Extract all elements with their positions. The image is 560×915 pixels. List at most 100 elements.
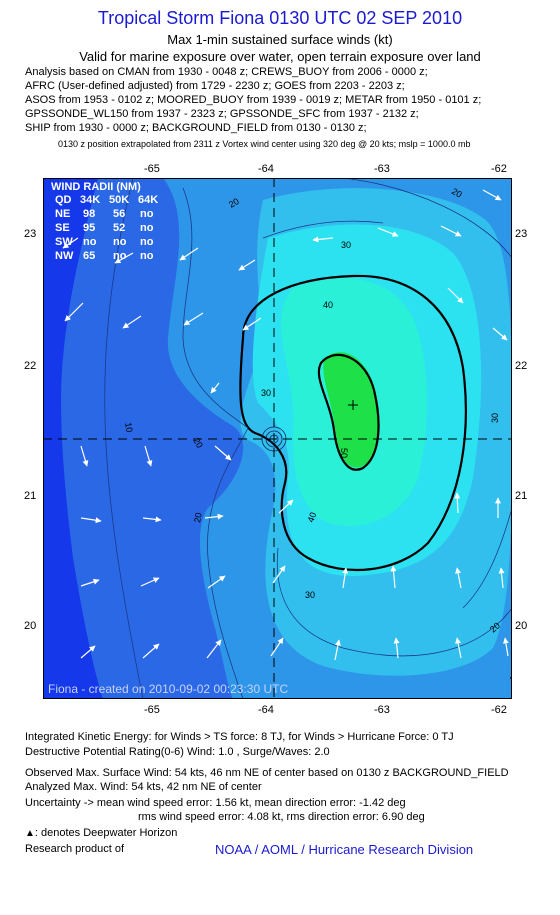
isotach-50kt <box>317 353 380 471</box>
contour-label: 30 <box>305 590 315 600</box>
wind-vector <box>502 637 509 657</box>
radii-header-34k: 34K <box>80 194 100 206</box>
map-subtitle: Max 1-min sustained surface winds (kt) <box>167 32 393 47</box>
lat-tick-left: 22 <box>24 360 37 372</box>
uncertainty-line-2: rms wind speed error: 4.08 kt, rms direc… <box>138 811 425 823</box>
wind-vector <box>390 565 397 589</box>
contour-label: 20 <box>192 512 204 524</box>
lat-tick-right: 23 <box>515 228 528 240</box>
wind-vector <box>342 567 349 589</box>
wind-vector <box>393 637 400 659</box>
radii-cell: 56 <box>113 208 125 220</box>
radii-cell: 65 <box>83 250 95 262</box>
wind-vector <box>142 643 160 659</box>
wind-vector <box>455 637 462 659</box>
map-footer-credit: Fiona - created on 2010-09-02 00:23:30 U… <box>48 682 288 696</box>
isotach-line <box>104 178 144 699</box>
lat-tick-right: 20 <box>515 620 528 632</box>
center-ring <box>265 430 283 448</box>
wind-vector <box>80 517 102 524</box>
analysis-line: AFRC (User-defined adjusted) from 1729 -… <box>25 80 405 92</box>
wind-vector <box>122 315 142 329</box>
radii-cell: 95 <box>83 222 95 234</box>
radii-cell: no <box>83 236 97 248</box>
wind-vector <box>492 327 508 341</box>
radii-cell: 52 <box>113 222 125 234</box>
contour-label: 20 <box>227 196 241 210</box>
analysis-line: SHIP from 1930 - 0000 z; BACKGROUND_FIEL… <box>25 122 367 134</box>
wind-vector <box>440 225 462 237</box>
radii-cell: no <box>113 250 127 262</box>
lat-tick-left: 20 <box>24 620 37 632</box>
radii-cell: no <box>140 236 154 248</box>
wind-vector <box>242 317 262 331</box>
contour-label: 20 <box>508 670 512 684</box>
wind-vector <box>454 492 461 514</box>
radii-header-64k: 64K <box>138 194 158 206</box>
radii-cell: SW <box>55 236 73 248</box>
contour-label: 30 <box>490 413 500 423</box>
radii-cell: no <box>140 250 154 262</box>
radii-header-qd: QD <box>55 194 72 206</box>
lat-tick-left: 23 <box>24 228 37 240</box>
contour-label: 10 <box>123 422 135 434</box>
wind-vector <box>272 565 286 584</box>
wind-vector <box>447 287 464 304</box>
isotach-line <box>462 507 512 609</box>
radii-header-50k: 50K <box>109 194 129 206</box>
dpr-line: Destructive Potential Rating(0-6) Wind: … <box>25 746 330 758</box>
contour-label: 40 <box>323 300 333 310</box>
wind-vector <box>270 637 284 657</box>
wind-vector <box>80 645 96 659</box>
radii-cell: NE <box>55 208 70 220</box>
wind-vector <box>179 247 199 261</box>
analysis-line: Analysis based on CMAN from 1930 - 0048 … <box>25 66 428 78</box>
radii-cell: 98 <box>83 208 95 220</box>
contour-label: 30 <box>261 388 271 398</box>
wind-vector <box>204 513 224 520</box>
contour-label: 50 <box>339 448 349 458</box>
wind-vector <box>334 639 341 661</box>
wind-vector <box>214 445 232 461</box>
analyzed-max-line: Analyzed Max. Wind: 54 kts, 42 nm NE of … <box>25 781 262 793</box>
wind-field-map: 10 20 20 20 30 30 30 30 40 40 50 20 20 2… <box>43 178 512 699</box>
wind-vector <box>114 252 134 264</box>
wind-radii-title: WIND RADII (NM) <box>51 181 141 193</box>
contour-label: 20 <box>450 186 464 200</box>
lat-tick-right: 21 <box>515 490 528 502</box>
wind-vectors <box>62 189 509 661</box>
lon-tick-bottom: -63 <box>374 704 390 716</box>
lon-tick-top: -65 <box>144 163 160 175</box>
isotach-line <box>262 220 384 239</box>
extrapolation-note: 0130 z position extrapolated from 2311 z… <box>58 139 471 149</box>
contour-label: 20 <box>191 436 205 450</box>
noaa-credit-link[interactable]: NOAA / AOML / Hurricane Research Divisio… <box>215 842 474 857</box>
max-wind-marker <box>348 400 358 410</box>
deepwater-triangle-icon: ▲ <box>25 828 35 839</box>
map-frame <box>43 178 512 699</box>
radii-cell: NW <box>55 250 74 262</box>
lon-tick-bottom: -62 <box>491 704 507 716</box>
deepwater-legend: ▲: denotes Deepwater Horizon <box>25 827 177 839</box>
wind-vector <box>210 382 220 394</box>
contour-label: 20 <box>488 620 502 634</box>
map-title: Tropical Storm Fiona 0130 UTC 02 SEP 201… <box>97 8 463 28</box>
isotach-line <box>276 547 512 657</box>
isotach-line <box>342 178 512 259</box>
wind-vector <box>183 312 204 326</box>
research-line: Research product of <box>25 843 125 855</box>
isotach-34kt <box>239 274 467 572</box>
wind-vector <box>140 577 160 587</box>
wind-vector <box>377 227 399 237</box>
wind-vector <box>142 516 162 523</box>
lon-tick-top: -64 <box>258 163 274 175</box>
contour-label: 40 <box>305 511 318 524</box>
wind-vector <box>312 236 334 243</box>
radii-cell: no <box>140 222 154 234</box>
wind-vector <box>238 259 256 271</box>
contour-label: 30 <box>341 240 351 250</box>
radii-cell: no <box>140 208 154 220</box>
observed-max-line: Observed Max. Surface Wind: 54 kts, 46 n… <box>25 767 509 779</box>
wind-vector <box>80 578 100 587</box>
wind-vector <box>206 639 222 659</box>
